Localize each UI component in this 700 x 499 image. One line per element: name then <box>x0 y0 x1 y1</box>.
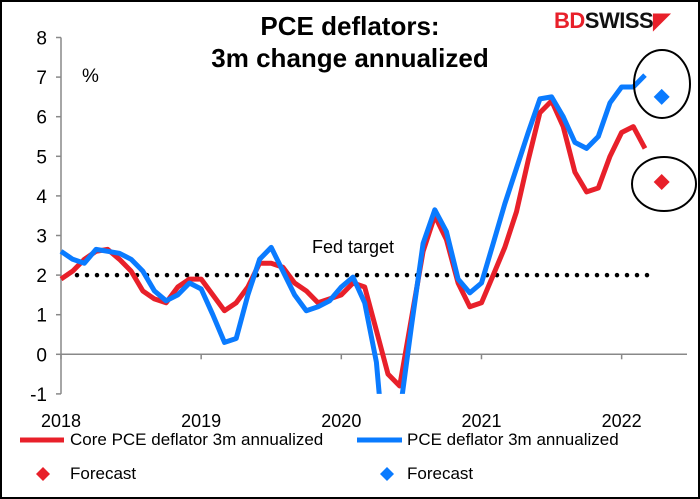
forecast-highlight-circle-pce <box>633 49 691 119</box>
legend-label-pce-forecast: Forecast <box>407 464 474 483</box>
y-tick-label: 4 <box>36 187 47 208</box>
y-tick-label: 8 <box>36 29 47 50</box>
chart-title: PCE deflators: 3m change annualized <box>2 10 698 74</box>
bdswiss-logo: BDSWISS◤ <box>554 8 670 34</box>
logo-swiss: SWISS <box>584 8 654 33</box>
y-tick-label: 6 <box>36 108 47 129</box>
pce-forecast-marker <box>653 88 670 105</box>
x-tick-label: 2019 <box>181 411 221 431</box>
legend-diamond-pce <box>380 467 394 481</box>
y-tick-label: 1 <box>36 306 47 327</box>
x-tick-label: 2020 <box>321 411 361 431</box>
core-forecast-marker <box>653 174 670 191</box>
title-line-1: PCE deflators: <box>260 11 440 41</box>
series-group <box>59 73 648 394</box>
logo-mark-icon: ◤ <box>653 8 670 33</box>
y-axis-label: % <box>82 66 99 87</box>
x-tick-label: 2021 <box>461 411 501 431</box>
title-line-2: 3m change annualized <box>211 43 489 73</box>
logo-bd: BD <box>554 8 585 33</box>
x-tick-label: 2022 <box>602 411 642 431</box>
pce-deflator-line <box>59 73 647 394</box>
fed-target-label: Fed target <box>312 237 394 257</box>
y-tick-label: 2 <box>36 266 47 287</box>
forecast-highlight-circle-core <box>631 156 697 212</box>
y-tick-label: -1 <box>30 385 47 406</box>
legend-label-core-forecast: Forecast <box>70 464 137 483</box>
y-tick-label: 0 <box>36 345 47 366</box>
y-tick-label: 7 <box>36 68 47 89</box>
x-tick-label: 2018 <box>41 411 81 431</box>
y-tick-label: 5 <box>36 147 47 168</box>
y-tick-label: 3 <box>36 227 47 248</box>
legend-label-core: Core PCE deflator 3m annualized <box>70 430 324 449</box>
legend-label-pce: PCE deflator 3m annualized <box>407 430 619 449</box>
legend-diamond-core <box>36 467 50 481</box>
